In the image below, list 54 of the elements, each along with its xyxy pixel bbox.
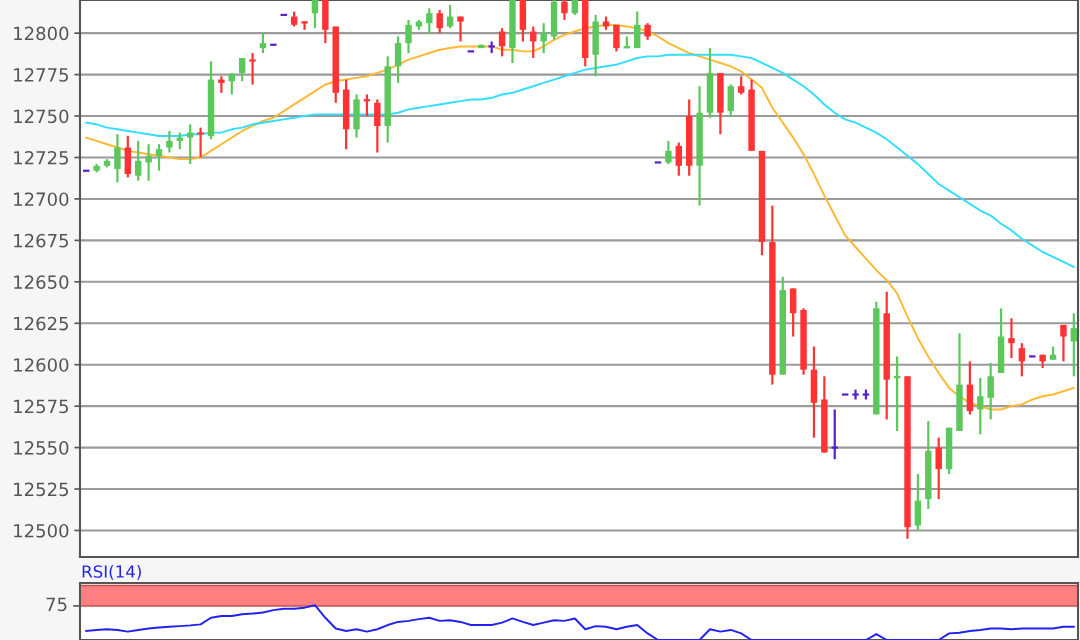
candlestick — [446, 3, 454, 30]
candlestick — [259, 32, 267, 55]
candlestick — [1070, 312, 1078, 378]
candlestick — [114, 133, 121, 184]
y-tick-label: 12725 — [14, 150, 68, 165]
candlestick — [1018, 342, 1026, 378]
y-tick-label: 12675 — [14, 233, 68, 248]
y-tick-label: 12800 — [14, 26, 69, 41]
candlestick — [249, 51, 256, 86]
candlestick — [831, 408, 838, 461]
y-tick-label: 12650 — [14, 275, 69, 289]
candlestick — [311, 0, 319, 30]
candlestick — [675, 141, 683, 177]
candlestick — [530, 25, 537, 60]
y-tick-label: 12750 — [14, 109, 69, 124]
text: 75 — [46, 597, 67, 612]
candlestick — [935, 436, 942, 501]
candlestick — [457, 15, 464, 43]
y-tick-label: 12525 — [14, 482, 68, 497]
candlestick — [374, 98, 381, 154]
candlestick — [561, 0, 568, 21]
candlestick — [145, 143, 152, 182]
candlestick — [852, 388, 859, 401]
candlestick — [613, 23, 620, 53]
candlestick — [238, 56, 246, 83]
candlestick — [540, 22, 547, 55]
candlestick — [394, 35, 402, 84]
candlestick — [301, 20, 308, 31]
line-series — [85, 23, 1075, 411]
y-tick-label: 12600 — [14, 358, 69, 372]
line-series — [85, 53, 1075, 268]
y-tick-label: 12625 — [14, 316, 68, 331]
candlestick — [737, 75, 745, 96]
chart-title: RSI(14) — [82, 564, 141, 580]
candlestick — [1008, 317, 1015, 360]
candlestick — [166, 129, 173, 154]
candlestick — [405, 18, 412, 55]
candlestick — [987, 361, 994, 421]
candlestick — [977, 376, 984, 436]
candlestick — [197, 126, 204, 159]
y-tick-label: 12550 — [14, 441, 69, 455]
candlestick — [436, 8, 443, 35]
candlestick — [498, 27, 506, 58]
candlestick — [155, 143, 163, 172]
candlestick — [1060, 323, 1067, 363]
candlestick — [665, 139, 672, 166]
y-tick-label: 12575 — [14, 399, 68, 414]
candlestick — [633, 10, 641, 50]
candlestick — [426, 7, 433, 35]
candlestick — [134, 139, 142, 182]
y-tick-label: 12700 — [14, 192, 69, 207]
y-tick-label: 12500 — [14, 523, 69, 538]
candlestick — [186, 123, 194, 166]
y-tick-label: 12775 — [14, 68, 68, 82]
